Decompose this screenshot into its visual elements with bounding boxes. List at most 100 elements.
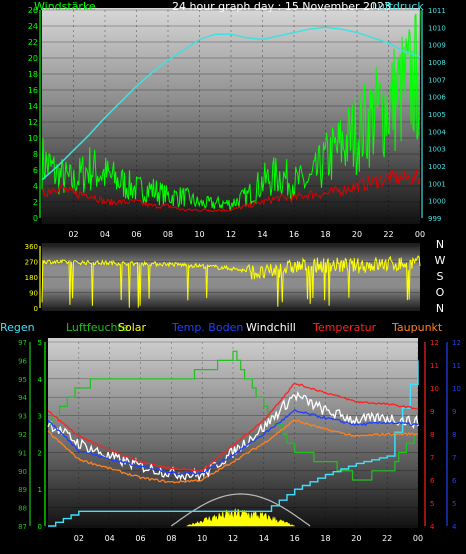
time-tick-label: 10 [197, 534, 207, 543]
time-tick-label: 08 [166, 534, 176, 543]
time-tick-label: 20 [351, 534, 361, 543]
soil-tick-label: 5 [452, 500, 456, 508]
wind-tick-label: 16 [28, 86, 38, 95]
rain-tick-label: 2 [38, 449, 42, 457]
compass-label: O [436, 286, 445, 299]
wind-speed-line [41, 10, 421, 211]
direction-tick-label: 90 [29, 290, 38, 298]
time-tick-label: 12 [228, 534, 238, 543]
pressure-tick-label: 1007 [428, 76, 446, 84]
time-tick-label: 06 [135, 534, 145, 543]
wind-tick-label: 6 [33, 166, 38, 175]
compass-label: N [436, 238, 444, 251]
pressure-tick-label: 1001 [428, 180, 446, 188]
pressure-tick-label: 1002 [428, 163, 446, 171]
time-tick-label: 10 [194, 230, 204, 239]
solar-radiation-area [186, 508, 295, 527]
pressure-tick-label: 1008 [428, 59, 446, 67]
soil-tick-label: 10 [452, 385, 461, 393]
pressure-tick-label: 1003 [428, 146, 446, 154]
temperature-tick-label: 12 [430, 339, 439, 347]
temperature-tick-label: 4 [430, 523, 435, 531]
time-tick-label: 18 [320, 230, 330, 239]
humidity-tick-label: 94 [18, 394, 27, 402]
direction-tick-label: 180 [25, 274, 38, 282]
temperature-tick-label: 8 [430, 431, 434, 439]
wind-tick-label: 14 [28, 102, 38, 111]
compass-label: S [437, 270, 444, 283]
legend-rain: Regen [0, 321, 35, 334]
legend-dewpoint: Taupunkt [391, 321, 443, 334]
rain-tick-label: 4 [38, 376, 43, 384]
humidity-tick-label: 95 [18, 376, 27, 384]
legend-temperature: Temperatur [312, 321, 377, 334]
wind-tick-label: 2 [33, 198, 38, 207]
pressure-tick-label: 1004 [428, 128, 446, 136]
legend-soil-temp: Temp. Boden [171, 321, 243, 334]
wind-tick-label: 26 [28, 6, 38, 15]
temperature-line [47, 382, 419, 473]
humidity-tick-label: 97 [18, 339, 27, 347]
chart-title: 24 hour graph day : 15 November 2023 [172, 0, 391, 13]
wind-tick-label: 8 [33, 150, 38, 159]
time-tick-label: 04 [100, 230, 110, 239]
time-tick-label: 02 [68, 230, 78, 239]
pressure-tick-label: 999 [428, 215, 441, 223]
rain-tick-label: 1 [38, 486, 42, 494]
solar-max-curve [170, 493, 311, 527]
humidity-tick-label: 91 [18, 449, 27, 457]
temperature-tick-label: 10 [430, 385, 439, 393]
soil-tick-label: 4 [452, 523, 457, 531]
direction-tick-label: 0 [34, 305, 38, 313]
time-tick-label: 22 [383, 230, 393, 239]
time-tick-label: 12 [226, 230, 236, 239]
pressure-line [41, 26, 421, 181]
temperature-tick-label: 5 [430, 500, 434, 508]
temperature-tick-label: 9 [430, 408, 434, 416]
time-tick-label: 06 [131, 230, 141, 239]
humidity-tick-label: 89 [18, 486, 27, 494]
time-tick-label: 16 [290, 534, 300, 543]
time-tick-label: 04 [105, 534, 115, 543]
direction-tick-label: 360 [25, 243, 38, 251]
temperature-tick-label: 7 [430, 454, 434, 462]
rain-tick-label: 5 [38, 339, 42, 347]
pressure-tick-label: 1000 [428, 198, 446, 206]
legend-solar: Solar [118, 321, 147, 334]
pressure-tick-label: 1010 [428, 24, 446, 32]
rain-tick-label: 0 [38, 523, 42, 531]
wind-speed-title: Windstärke [34, 0, 96, 13]
soil-temp-line [47, 408, 419, 476]
humidity-tick-label: 93 [18, 413, 27, 421]
pressure-tick-label: 1011 [428, 7, 446, 15]
pressure-title: Luftdruck [372, 0, 424, 13]
humidity-tick-label: 90 [18, 468, 27, 476]
compass-label: W [435, 254, 446, 267]
wind-tick-label: 24 [28, 22, 38, 31]
time-tick-label: 14 [259, 534, 269, 543]
wind-tick-label: 22 [28, 38, 38, 47]
soil-tick-label: 11 [452, 362, 461, 370]
rain-tick-label: 3 [38, 413, 42, 421]
rain-line [48, 360, 419, 527]
soil-tick-label: 9 [452, 408, 456, 416]
temperature-tick-label: 6 [430, 477, 435, 485]
soil-tick-label: 8 [452, 431, 456, 439]
soil-tick-label: 7 [452, 454, 456, 462]
legend-windchill: Windchill [246, 321, 296, 334]
time-tick-label: 16 [289, 230, 299, 239]
time-tick-label: 02 [74, 534, 84, 543]
humidity-tick-label: 87 [18, 523, 27, 531]
time-tick-label: 22 [382, 534, 392, 543]
time-tick-label: 20 [352, 230, 362, 239]
humidity-line [48, 350, 418, 481]
time-tick-label: 08 [163, 230, 173, 239]
soil-tick-label: 6 [452, 477, 457, 485]
time-tick-label: 00 [415, 230, 425, 239]
legend-humidity: Luftfeuchte [66, 321, 129, 334]
wind-tick-label: 4 [33, 182, 38, 191]
pressure-tick-label: 1005 [428, 111, 446, 119]
humidity-tick-label: 96 [18, 357, 27, 365]
dewpoint-line [47, 419, 419, 484]
